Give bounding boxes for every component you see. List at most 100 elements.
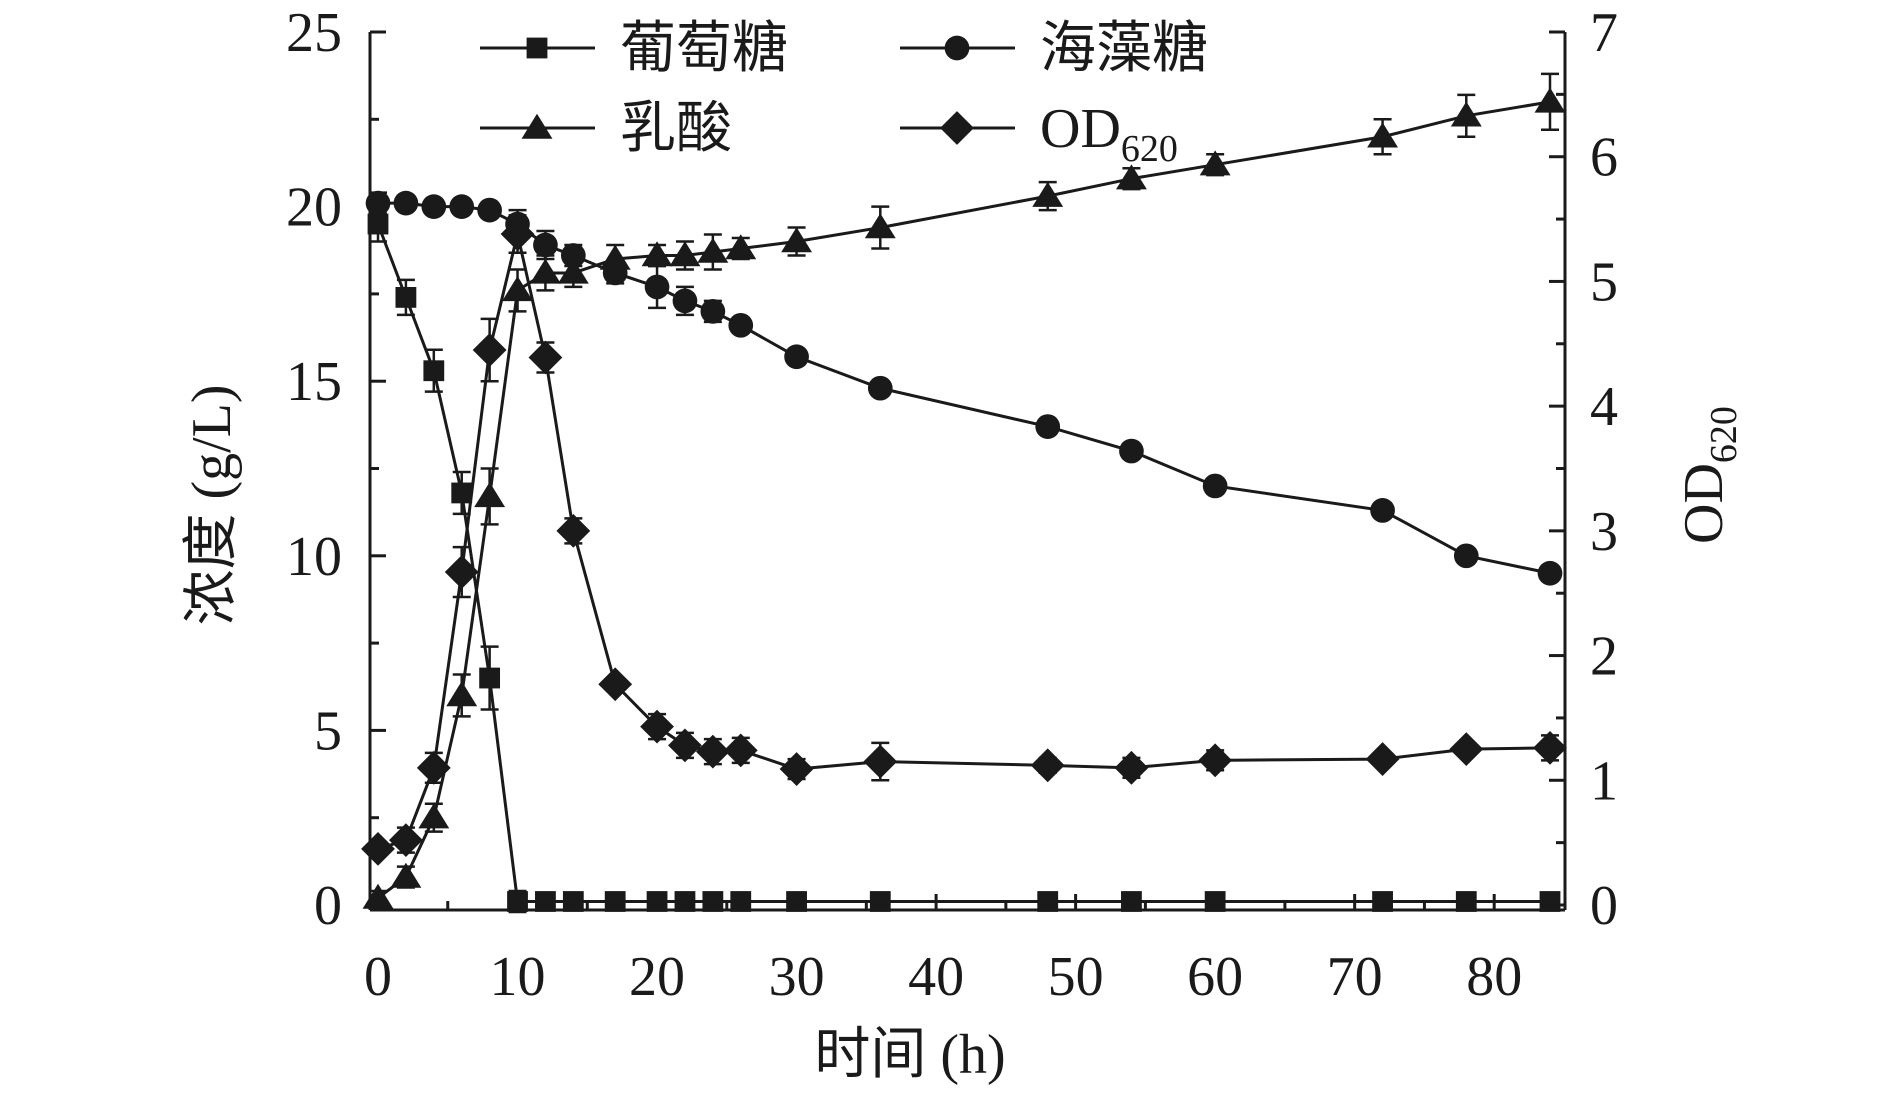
x-tick-label: 70 (1327, 946, 1383, 1008)
data-point (1202, 473, 1228, 499)
data-point (1115, 164, 1147, 190)
data-point (500, 217, 535, 251)
data-point (598, 667, 633, 702)
data-point (474, 482, 506, 508)
data-point (786, 891, 807, 912)
data-point (599, 244, 631, 270)
data-point (668, 728, 702, 763)
data-point (444, 555, 479, 589)
y-tick-label: 5 (314, 700, 342, 762)
data-point (556, 513, 591, 548)
legend-entry: 乳酸 (480, 98, 732, 160)
data-point (604, 891, 626, 912)
data-point (389, 823, 423, 858)
legend-marker (944, 35, 970, 61)
series-line (376, 223, 1550, 904)
data-point (1204, 891, 1226, 912)
data-point (528, 340, 563, 375)
series-triangle (362, 72, 1566, 909)
y2-tick-label: 4 (1590, 376, 1618, 438)
data-point (421, 194, 447, 219)
data-point (562, 891, 584, 912)
data-point (1533, 730, 1567, 765)
data-point (362, 883, 394, 909)
data-point (361, 831, 395, 866)
legend-label-main: 乳酸 (620, 98, 732, 160)
data-point (529, 258, 561, 284)
data-point (560, 243, 586, 268)
legend-label-main: 葡萄糖 (620, 18, 788, 80)
y2-tick-label: 0 (1590, 875, 1618, 937)
x-tick-label: 50 (1048, 946, 1104, 1008)
y2-tick-label: 5 (1590, 251, 1618, 313)
data-point (1455, 891, 1477, 912)
data-point (697, 237, 729, 263)
data-point (393, 190, 419, 216)
y-tick-label: 0 (314, 875, 342, 937)
data-point (1370, 498, 1395, 523)
series-layer (361, 72, 1567, 914)
data-point (1032, 181, 1064, 207)
series-diamond (361, 214, 1567, 866)
y2-axis-title: OD620 (1673, 406, 1745, 544)
data-point (640, 709, 674, 744)
data-point (1537, 560, 1563, 586)
data-point (644, 274, 670, 300)
data-point (784, 344, 809, 370)
series-line (377, 100, 1551, 900)
data-point (395, 286, 417, 308)
data-point (672, 288, 698, 314)
legend-marker (526, 37, 548, 59)
data-point (533, 232, 558, 258)
data-point (669, 241, 701, 267)
data-point (723, 733, 758, 768)
data-point (1365, 742, 1400, 776)
y2-tick-label: 6 (1590, 127, 1618, 189)
data-point (646, 891, 668, 912)
y2-axis-title-main: OD (1673, 463, 1735, 544)
data-point (472, 333, 507, 367)
axes: 0 10 20 30 40 50 60 70 80 0 5 10 15 20 25 0 1 2 3 4 5 6 7 (286, 2, 1618, 1008)
data-point (1449, 732, 1484, 767)
x-tick-label: 30 (769, 946, 825, 1008)
legend-entry: 海藻糖 (900, 18, 1208, 80)
data-point (390, 862, 422, 888)
data-point (730, 891, 752, 912)
y2-axis-title-sub: 620 (1703, 406, 1745, 463)
x-tick-label: 0 (364, 946, 392, 1008)
data-point (418, 803, 450, 829)
data-point (863, 744, 898, 779)
x-axis-title: 时间 (h) (814, 1024, 1005, 1086)
data-point (365, 190, 391, 216)
x-tick-label: 20 (629, 946, 685, 1008)
y-tick-label: 20 (286, 177, 342, 239)
legend-label: 海藻糖 (1040, 18, 1208, 80)
legend-label-main: 海藻糖 (1040, 18, 1208, 80)
y2-tick-label: 7 (1590, 2, 1618, 64)
y2-tick-label: 3 (1590, 501, 1618, 563)
legend-label-sub: 620 (1121, 128, 1178, 170)
data-point (781, 227, 813, 253)
y2-tick-label: 2 (1590, 626, 1618, 688)
data-point (507, 891, 528, 912)
x-tick-label: 10 (490, 946, 546, 1008)
data-point (702, 891, 724, 912)
x-tick-label: 80 (1466, 946, 1522, 1008)
data-point (725, 234, 757, 260)
data-point (700, 299, 726, 324)
data-point (451, 482, 473, 504)
data-point (1534, 87, 1566, 113)
data-point (1199, 150, 1231, 176)
y-tick-label: 25 (286, 2, 342, 64)
data-point (641, 241, 673, 267)
data-point (1114, 750, 1149, 785)
data-point (557, 258, 589, 284)
x-tick-label: 60 (1187, 946, 1243, 1008)
legend-label-main: OD (1040, 98, 1121, 160)
data-point (1121, 891, 1142, 912)
series-circle (365, 190, 1563, 586)
data-point (1035, 414, 1061, 439)
